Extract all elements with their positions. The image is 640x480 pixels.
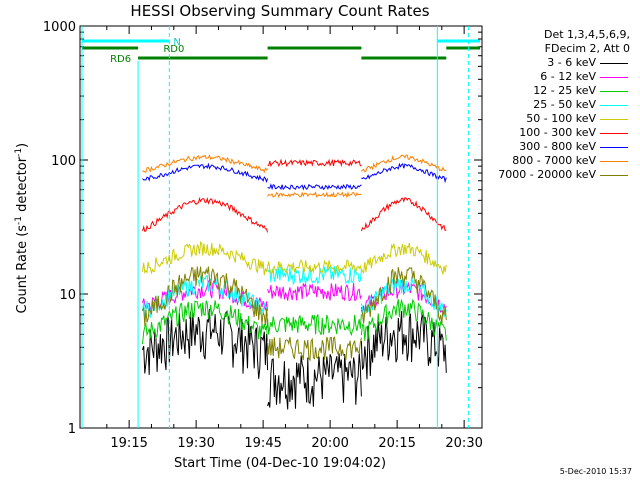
legend-swatch — [600, 133, 628, 134]
legend-header-1: Det 1,3,4,5,6,9, — [543, 28, 630, 41]
series-line-5 — [360, 197, 447, 232]
legend-label: 300 - 800 keV — [519, 140, 596, 153]
series-line-0 — [142, 308, 269, 379]
legend-item: 300 - 800 keV — [470, 140, 630, 154]
series-line-8 — [360, 267, 447, 325]
series-line-6 — [267, 183, 362, 191]
series-line-0 — [267, 353, 362, 410]
legend-item: 50 - 100 keV — [470, 112, 630, 126]
timestamp: 5-Dec-2010 15:37 — [559, 467, 632, 476]
series-line-0 — [360, 310, 447, 380]
legend-label: 100 - 300 keV — [519, 126, 596, 139]
y-axis-label: Count Rate (s-1 detector-1) — [13, 142, 31, 314]
x-tick-label: 19:45 — [244, 436, 281, 451]
series-line-8 — [142, 266, 269, 328]
legend-swatch — [600, 77, 628, 78]
x-tick-label: 20:00 — [311, 436, 348, 451]
y-tick-label: 10 — [59, 288, 76, 303]
legend-label: 25 - 50 keV — [533, 98, 596, 111]
series-line-1 — [267, 282, 362, 302]
x-tick-label: 20:30 — [445, 436, 482, 451]
series-line-2 — [142, 300, 269, 345]
series-line-4 — [360, 242, 447, 275]
legend-label: 800 - 7000 keV — [512, 154, 596, 167]
legend-label: 6 - 12 keV — [540, 70, 596, 83]
series-line-3 — [360, 276, 447, 320]
series-line-8 — [267, 336, 362, 362]
series-line-7 — [142, 154, 268, 174]
legend-swatch — [600, 147, 628, 148]
series-line-3 — [267, 264, 362, 285]
legend-item: 100 - 300 keV — [470, 126, 630, 140]
legend-item: 25 - 50 keV — [470, 98, 630, 112]
series-line-1 — [142, 279, 269, 312]
n-label: N — [173, 37, 180, 48]
x-tick-label: 19:30 — [177, 436, 214, 451]
y-tick-label: 1000 — [43, 20, 76, 35]
legend-swatch — [600, 161, 628, 162]
legend-swatch — [600, 119, 628, 120]
legend-swatch — [600, 105, 628, 106]
legend-item: 6 - 12 keV — [470, 70, 630, 84]
x-tick-label: 19:15 — [110, 436, 147, 451]
series-line-7 — [267, 190, 362, 199]
legend-item: 7000 - 20000 keV — [470, 168, 630, 182]
legend-swatch — [600, 91, 628, 92]
legend-label: 3 - 6 keV — [547, 56, 596, 69]
series-line-2 — [360, 298, 447, 341]
legend-label: 12 - 25 keV — [533, 84, 596, 97]
series-line-4 — [142, 240, 269, 276]
plot-frame — [79, 25, 483, 429]
chart-title: HESSI Observing Summary Count Rates — [130, 2, 430, 20]
series-line-7 — [361, 154, 447, 173]
legend-header-2: FDecim 2, Att 0 — [544, 42, 630, 55]
series-line-6 — [361, 162, 447, 184]
legend-label: 50 - 100 keV — [526, 112, 596, 125]
legend-swatch — [600, 175, 628, 176]
legend-item: 12 - 25 keV — [470, 84, 630, 98]
legend: Det 1,3,4,5,6,9, FDecim 2, Att 0 3 - 6 k… — [470, 28, 630, 182]
x-axis-label: Start Time (04-Dec-10 19:04:02) — [173, 456, 387, 471]
rd6-label: RD6 — [110, 54, 131, 65]
y-tick-label: 1 — [68, 422, 76, 437]
series-line-2 — [267, 314, 362, 337]
rd0-label: RD0 — [163, 44, 184, 55]
legend-label: 7000 - 20000 keV — [498, 168, 596, 181]
x-tick-label: 20:15 — [378, 436, 415, 451]
legend-item: 800 - 7000 keV — [470, 154, 630, 168]
legend-swatch — [600, 63, 628, 64]
series-line-5 — [267, 158, 362, 168]
series-line-5 — [142, 196, 269, 233]
legend-item: 3 - 6 keV — [470, 56, 630, 70]
series-line-6 — [142, 162, 269, 184]
y-tick-label: 100 — [51, 154, 76, 169]
series-line-4 — [267, 259, 362, 274]
